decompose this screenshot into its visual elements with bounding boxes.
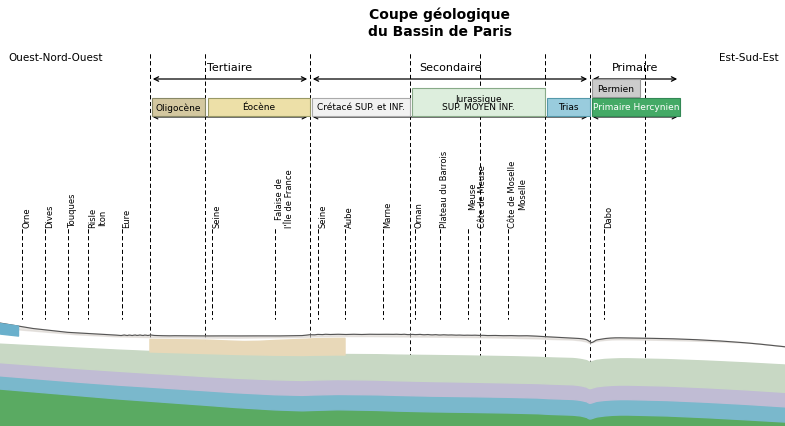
Text: Est-Sud-Est: Est-Sud-Est (719, 53, 779, 63)
Text: Éocène: Éocène (243, 103, 276, 112)
Text: Marne: Marne (383, 201, 392, 227)
Text: Falaise de
l'Île de France: Falaise de l'Île de France (275, 169, 294, 227)
Text: Seine: Seine (212, 204, 221, 227)
Text: Dabo: Dabo (604, 205, 613, 227)
Text: Coupe géologique
du Bassin de Paris: Coupe géologique du Bassin de Paris (367, 8, 512, 39)
Text: Risle
Iton: Risle Iton (88, 207, 108, 227)
Text: Primaire Hercynien: Primaire Hercynien (593, 103, 679, 112)
Text: Tertiaire: Tertiaire (207, 63, 253, 73)
Text: Côte de Moselle
Moselle: Côte de Moselle Moselle (508, 160, 528, 227)
Text: SUP. MOYEN INF.: SUP. MOYEN INF. (442, 103, 515, 112)
Bar (592, 80, 640, 98)
Text: Primaire: Primaire (612, 63, 658, 73)
Text: Ouest-Nord-Ouest: Ouest-Nord-Ouest (8, 53, 103, 63)
Text: Oligocène: Oligocène (155, 103, 201, 112)
Text: Meuse
Côte de Meuse: Meuse Côte de Meuse (468, 165, 487, 227)
Text: Secondaire: Secondaire (419, 63, 481, 73)
Text: Ornan: Ornan (415, 201, 424, 227)
Text: Crétacé SUP. et INF.: Crétacé SUP. et INF. (317, 103, 405, 112)
Bar (208, 99, 310, 117)
Bar (592, 99, 680, 117)
Bar (412, 89, 545, 117)
Text: Touques: Touques (68, 193, 77, 227)
Text: Dives: Dives (45, 204, 54, 227)
Text: Aube: Aube (345, 206, 354, 227)
Bar (547, 99, 590, 117)
Text: Eure: Eure (122, 208, 131, 227)
Text: Trias: Trias (558, 103, 579, 112)
Text: Seine: Seine (318, 204, 327, 227)
Bar (312, 99, 410, 117)
Text: Plateau du Barrois: Plateau du Barrois (440, 150, 449, 227)
Text: Jurassique: Jurassique (455, 95, 502, 104)
Text: Permien: Permien (597, 84, 634, 93)
Text: Orne: Orne (22, 207, 31, 227)
Bar (152, 99, 205, 117)
